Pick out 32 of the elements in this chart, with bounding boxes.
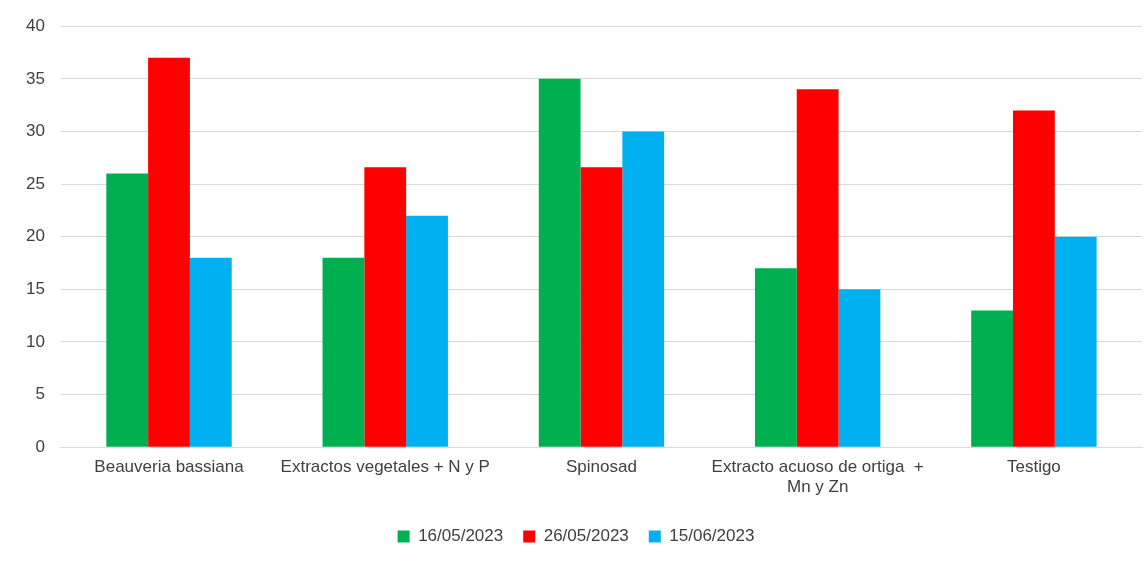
bar [580, 167, 623, 447]
bar [148, 57, 190, 447]
x-tick-label: Spinosad [566, 457, 637, 477]
legend-label: 16/05/2023 [418, 526, 504, 546]
y-tick-label: 30 [25, 121, 45, 141]
bar [754, 268, 797, 447]
bar [189, 257, 232, 447]
y-tick-label: 10 [25, 331, 45, 351]
y-tick-label: 15 [25, 279, 45, 299]
bar [1054, 236, 1097, 447]
bar [622, 131, 665, 447]
legend-label: 26/05/2023 [543, 526, 629, 546]
x-tick-label: Extractos vegetales + N y P [280, 457, 490, 477]
y-tick-label: 25 [25, 173, 45, 193]
x-tick-label: Beauveria bassiana [94, 457, 245, 477]
bar [538, 78, 581, 447]
bar [322, 257, 365, 447]
x-tick-label: Extracto acuoso de ortiga + Mn y Zn [711, 457, 924, 497]
bar [406, 215, 448, 447]
y-tick-label: 5 [35, 384, 45, 404]
bar [1012, 110, 1055, 447]
bar [106, 173, 149, 447]
y-tick-label: 35 [25, 68, 45, 88]
bar [796, 89, 839, 447]
legend-label: 15/06/2023 [669, 526, 755, 546]
bar [364, 167, 407, 447]
y-tick-label: 40 [25, 15, 45, 35]
bar [971, 310, 1013, 447]
x-tick-label: Testigo [1006, 457, 1061, 477]
y-tick-label: 20 [25, 226, 45, 246]
bar [838, 289, 881, 447]
y-tick-label: 0 [35, 436, 45, 456]
